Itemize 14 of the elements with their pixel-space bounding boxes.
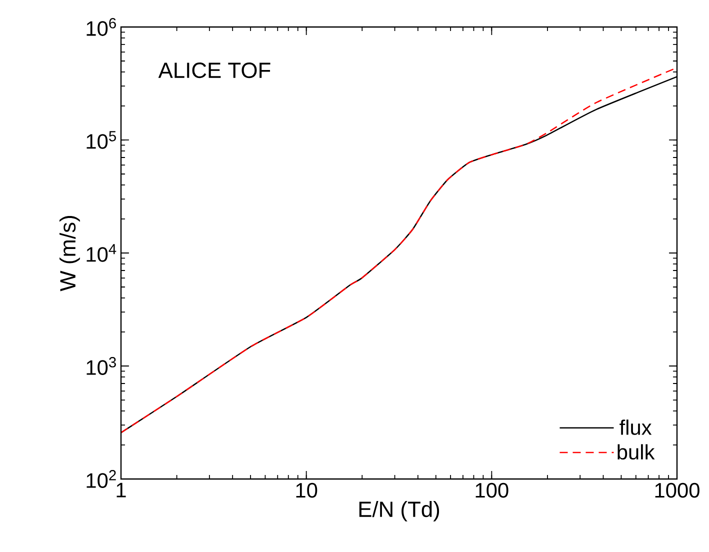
x-tick-label: 1000 — [655, 482, 700, 498]
y-tick-label: 10$^{5}$ — [86, 131, 116, 149]
legend-label: bulk — [618, 444, 655, 460]
y-tick-label: 10$^{2}$ — [86, 470, 116, 488]
x-tick-label: 10 — [296, 482, 318, 498]
y-tick-label: 10$^{4}$ — [86, 244, 116, 262]
x-axis-title: E/N (Td) — [359, 500, 440, 522]
annotation: ALICE TOF — [158, 62, 270, 78]
x-tick-label: 1 — [116, 482, 126, 498]
y-tick-label: 10$^{6}$ — [86, 18, 116, 36]
y-axis-title: W (m/s) — [60, 216, 80, 292]
x-tick-label: 100 — [476, 482, 508, 498]
y-tick-label: 10$^{3}$ — [86, 357, 116, 375]
legend-label: flux — [620, 420, 652, 435]
